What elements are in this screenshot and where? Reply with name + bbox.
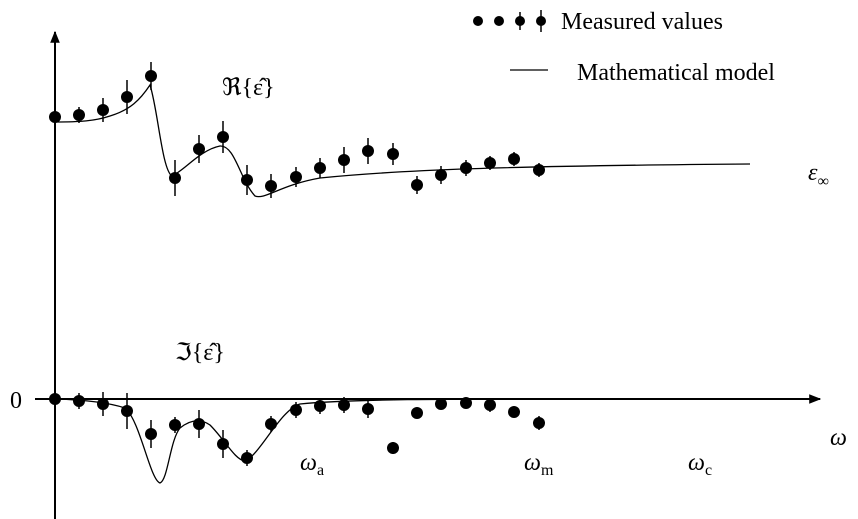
measured-point — [241, 452, 253, 464]
legend-dot — [473, 16, 483, 26]
measured-point — [169, 172, 181, 184]
measured-point — [73, 395, 85, 407]
omega-a-main: ω — [300, 450, 317, 476]
measured-point — [49, 393, 61, 405]
measured-point — [387, 442, 399, 454]
measured-point — [193, 418, 205, 430]
omega-c-main: ω — [688, 450, 705, 476]
measured-point — [217, 438, 229, 450]
legend-model: Mathematical model — [577, 60, 775, 86]
legend-dot — [494, 16, 504, 26]
omega-label: ω — [830, 425, 847, 451]
measured-point — [265, 418, 277, 430]
legend: Measured values Mathematical model — [473, 9, 775, 86]
legend-measured: Measured values — [561, 9, 723, 35]
measured-point — [533, 417, 545, 429]
measured-point — [387, 148, 399, 160]
measured-point — [460, 397, 472, 409]
measured-point — [338, 399, 350, 411]
omega-a: ωa — [300, 450, 324, 479]
measured-point — [290, 171, 302, 183]
measured-point — [169, 419, 181, 431]
measured-points — [49, 62, 545, 466]
measured-point — [314, 400, 326, 412]
measured-point — [121, 91, 133, 103]
real-label: ℜ{ε̂} — [222, 75, 275, 101]
measured-point — [97, 398, 109, 410]
eps-sub: ∞ — [817, 173, 828, 190]
measured-point — [97, 104, 109, 116]
measured-point — [217, 131, 229, 143]
measured-point — [411, 407, 423, 419]
measured-point — [73, 109, 85, 121]
measured-point — [362, 403, 374, 415]
imag-label: ℑ{ε̂} — [175, 340, 225, 366]
measured-point — [460, 162, 472, 174]
measured-point — [362, 145, 374, 157]
measured-point — [265, 180, 277, 192]
omega-m-main: ω — [524, 450, 541, 476]
measured-point — [193, 143, 205, 155]
measured-point — [241, 174, 253, 186]
measured-point — [508, 406, 520, 418]
omega-c: ωc — [688, 450, 712, 479]
real-model-curve — [54, 83, 751, 198]
eps-main: ε — [808, 160, 818, 186]
measured-point — [145, 70, 157, 82]
omega-a-sub: a — [317, 462, 324, 479]
measured-point — [484, 399, 496, 411]
measured-point — [49, 111, 61, 123]
omega-m-sub: m — [541, 462, 554, 479]
measured-point — [435, 169, 447, 181]
measured-point — [508, 153, 520, 165]
measured-point — [435, 398, 447, 410]
measured-point — [411, 179, 423, 191]
measured-point — [338, 154, 350, 166]
measured-point — [484, 157, 496, 169]
measured-point — [121, 405, 133, 417]
measured-point — [290, 404, 302, 416]
measured-point — [314, 162, 326, 174]
zero-label: 0 — [10, 388, 22, 414]
measured-point — [145, 428, 157, 440]
eps-inf: ε∞ — [808, 160, 829, 190]
measured-point — [533, 164, 545, 176]
omega-c-sub: c — [705, 462, 712, 479]
omega-m: ωm — [524, 450, 554, 479]
